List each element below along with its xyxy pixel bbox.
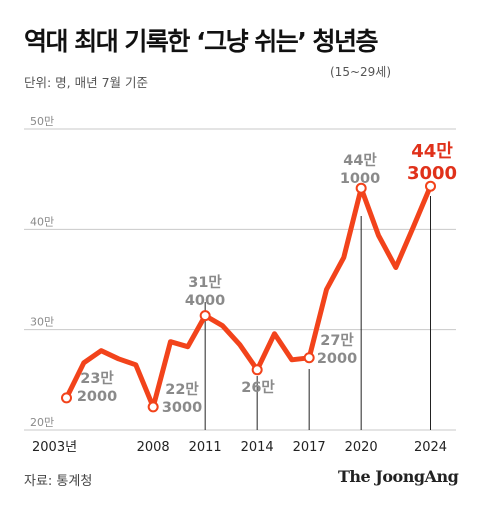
y-tick-label: 40만 bbox=[30, 215, 54, 228]
age-range-note: (15~29세) bbox=[330, 65, 391, 79]
brand-logo: The JoongAng bbox=[338, 467, 459, 486]
series-line bbox=[64, 183, 433, 410]
data-label-value: 22만 bbox=[165, 381, 199, 398]
data-label-value: 27만 bbox=[320, 332, 354, 349]
x-tick-label: 2011 bbox=[189, 440, 222, 455]
data-label-value: 4000 bbox=[185, 293, 225, 309]
x-tick-label: 2020 bbox=[345, 440, 378, 455]
source-note: 자료: 통계청 bbox=[24, 474, 93, 489]
data-label-value: 26만 bbox=[241, 379, 275, 396]
page-title: 역대 최대 기록한 ‘그냥 쉬는’ 청년층 bbox=[24, 27, 379, 56]
data-label-value: 2000 bbox=[77, 389, 117, 405]
data-point-marker bbox=[147, 401, 159, 413]
data-label-value: 31만 bbox=[188, 274, 222, 291]
data-point-marker bbox=[303, 352, 315, 364]
x-tick-label: 2024 bbox=[414, 440, 447, 455]
y-tick-label: 30만 bbox=[30, 316, 54, 329]
y-tick-label: 50만 bbox=[30, 115, 54, 128]
x-tick-label: 2017 bbox=[293, 440, 326, 455]
data-point-marker bbox=[251, 364, 263, 376]
unit-note: 단위: 명, 매년 7월 기준 bbox=[24, 75, 149, 90]
x-tick-label: 2008 bbox=[137, 440, 170, 455]
data-label-value: 44만 bbox=[411, 141, 453, 162]
y-tick-label: 20만 bbox=[30, 416, 54, 429]
data-label-value: 23만 bbox=[80, 370, 114, 387]
data-label-value: 3000 bbox=[407, 163, 457, 184]
data-label-value: 1000 bbox=[340, 171, 380, 187]
x-tick-label: 2003년 bbox=[32, 440, 77, 455]
data-label-value: 2000 bbox=[317, 351, 357, 367]
data-label-value: 44만 bbox=[343, 152, 377, 169]
data-point-marker bbox=[355, 182, 367, 194]
data-point-marker bbox=[425, 180, 436, 192]
data-point-marker bbox=[61, 392, 72, 404]
x-tick-label: 2014 bbox=[241, 440, 274, 455]
data-label-value: 3000 bbox=[162, 400, 202, 416]
data-point-marker bbox=[199, 310, 211, 322]
